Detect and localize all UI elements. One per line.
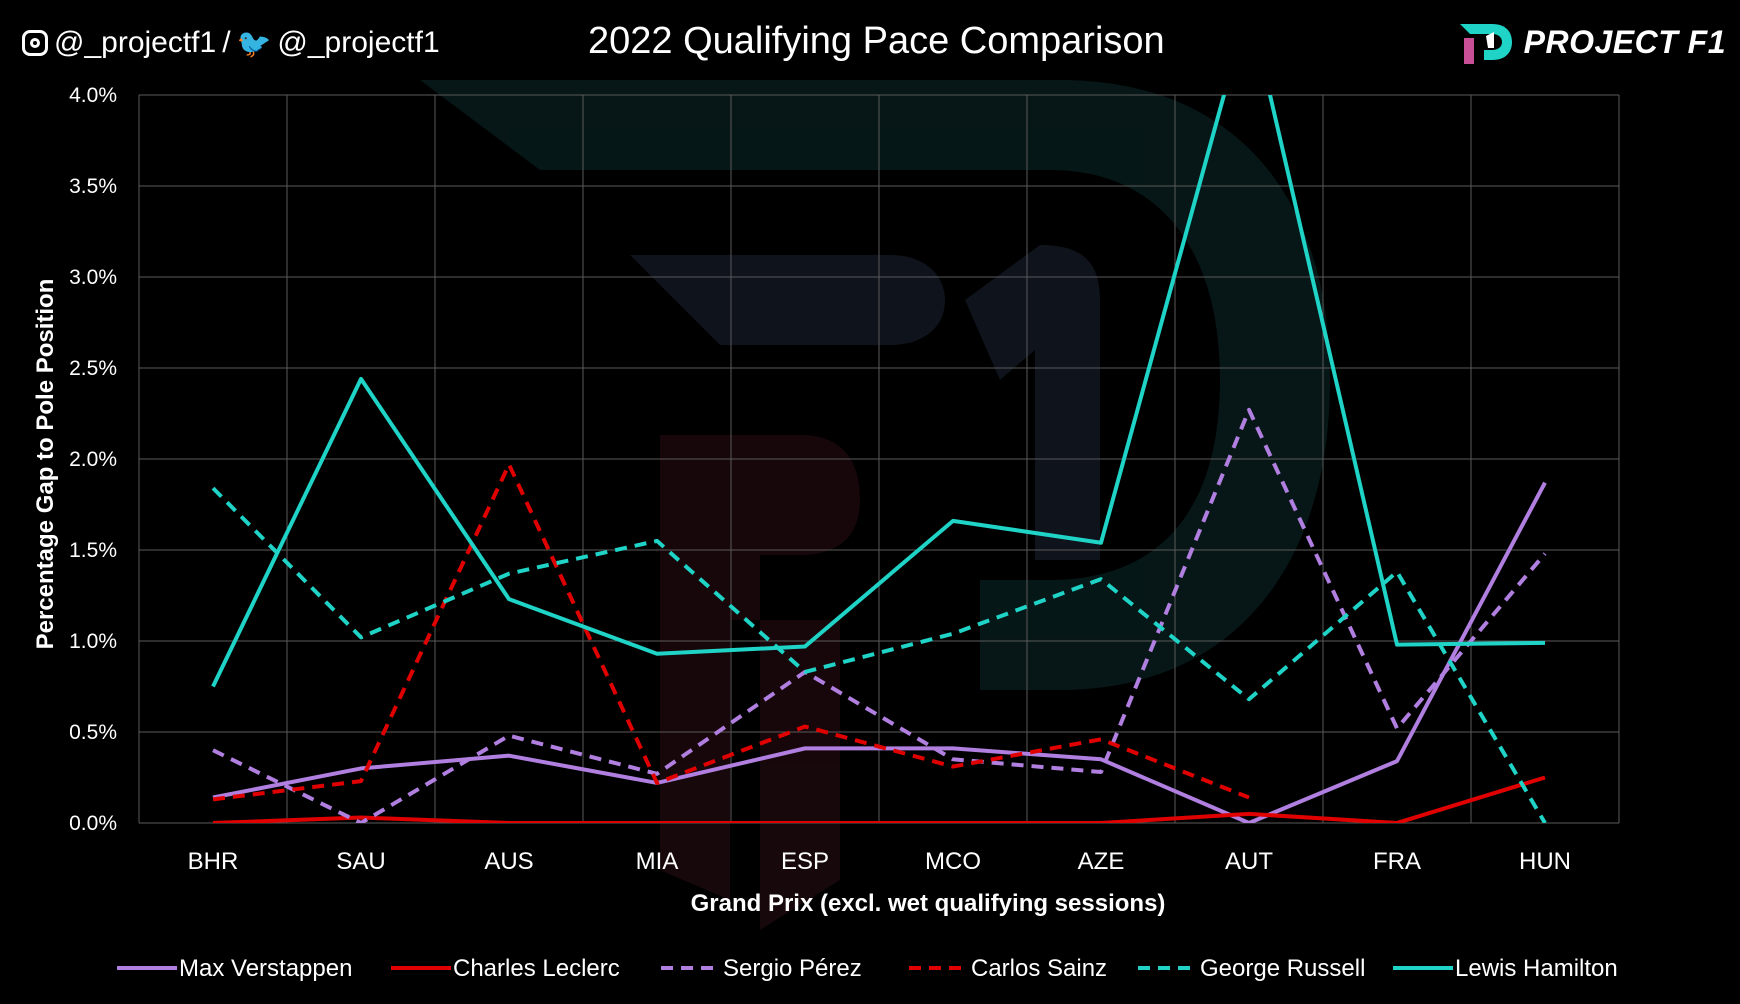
x-tick-label: AUS xyxy=(484,848,533,875)
legend-label: Max Verstappen xyxy=(179,955,352,982)
grid-lines xyxy=(138,94,1620,824)
legend-item-perez: Sergio Pérez xyxy=(661,955,862,982)
y-tick-label: 3.5% xyxy=(69,175,117,198)
x-tick-label: BHR xyxy=(188,848,239,875)
y-axis-label: Percentage Gap to Pole Position xyxy=(32,279,59,650)
y-tick-label: 1.0% xyxy=(69,630,117,653)
project-f1-logo-icon xyxy=(1459,24,1512,64)
x-axis-label: Grand Prix (excl. wet qualifying session… xyxy=(691,890,1166,917)
legend-item-verstappen: Max Verstappen xyxy=(117,955,352,982)
instagram-handle: @_projectf1 xyxy=(54,26,217,59)
twitter-handle: @_projectf1 xyxy=(277,26,440,59)
series-lines xyxy=(211,95,1547,823)
x-tick-label: ESP xyxy=(781,848,829,875)
legend-label: Lewis Hamilton xyxy=(1455,955,1618,982)
chart-title: 2022 Qualifying Pace Comparison xyxy=(588,20,1165,62)
y-tick-label: 4.0% xyxy=(69,84,117,107)
series-line-leclerc xyxy=(212,775,1546,823)
legend-label: Charles Leclerc xyxy=(453,955,620,982)
legend-label: Sergio Pérez xyxy=(723,955,862,982)
series-line-sainz xyxy=(212,462,1250,802)
social-separator: / xyxy=(222,26,231,59)
legend-item-russell: George Russell xyxy=(1138,955,1365,982)
social-handles: @_projectf1 / 🐦 @_projectf1 xyxy=(22,26,440,60)
twitter-icon: 🐦 xyxy=(236,27,272,59)
y-tick-label: 2.0% xyxy=(69,448,117,471)
legend-label: Carlos Sainz xyxy=(971,955,1107,982)
legend: Max Verstappen Charles Leclerc Sergio Pére… xyxy=(117,955,1618,982)
x-tick-label: HUN xyxy=(1519,848,1571,875)
brand-name: PROJECT F1 xyxy=(1523,23,1726,60)
legend-label: George Russell xyxy=(1200,955,1365,982)
series-line-russell xyxy=(211,486,1547,823)
y-tick-label: 2.5% xyxy=(69,357,117,380)
brand-logo: PROJECT F1 xyxy=(1456,18,1726,66)
x-tick-labels: BHR SAU AUS MIA ESP MCO AZE AUT FRA HUN xyxy=(188,848,1571,875)
series-line-hamilton xyxy=(211,95,1546,688)
legend-item-leclerc: Charles Leclerc xyxy=(391,955,620,982)
x-tick-label: AZE xyxy=(1078,848,1125,875)
y-tick-label: 3.0% xyxy=(69,266,117,289)
instagram-icon xyxy=(22,30,48,56)
x-tick-label: SAU xyxy=(336,848,385,875)
legend-item-hamilton: Lewis Hamilton xyxy=(1393,955,1618,982)
series-line-perez xyxy=(212,407,1547,823)
x-tick-label: AUT xyxy=(1225,848,1273,875)
legend-item-sainz: Carlos Sainz xyxy=(909,955,1107,982)
y-tick-label: 1.5% xyxy=(69,539,117,562)
x-tick-label: MCO xyxy=(925,848,981,875)
x-tick-label: FRA xyxy=(1373,848,1421,875)
y-tick-label: 0.0% xyxy=(69,812,117,835)
y-tick-labels: 0.0% 0.5% 1.0% 1.5% 2.0% 2.5% 3.0% 3.5% 4.0% xyxy=(69,84,117,835)
x-tick-label: MIA xyxy=(636,848,679,875)
y-tick-label: 0.5% xyxy=(69,721,117,744)
